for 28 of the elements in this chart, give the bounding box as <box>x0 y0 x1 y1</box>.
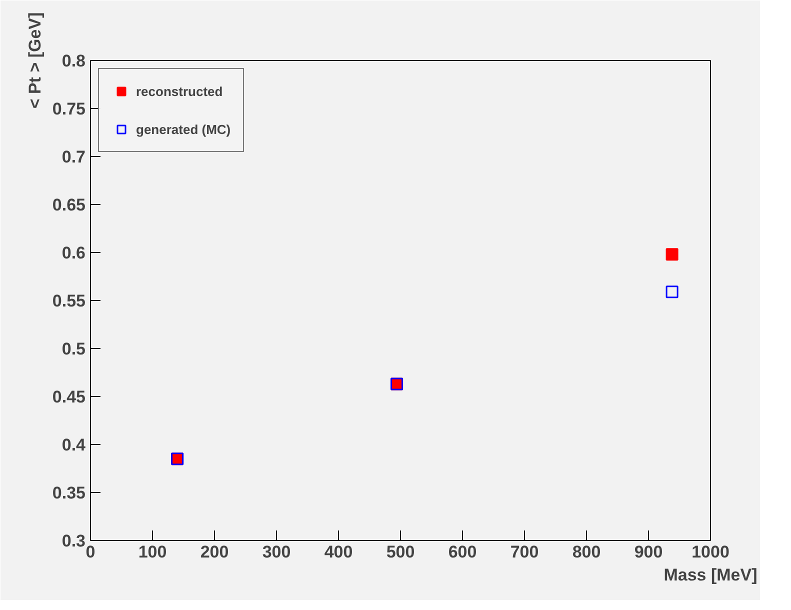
x-tick-label: 200 <box>200 542 229 562</box>
legend-label: generated (MC) <box>136 122 231 136</box>
x-tick-label: 800 <box>572 542 601 562</box>
x-tick-label: 500 <box>386 542 415 562</box>
point <box>666 286 678 298</box>
y-tick-label: 0.3 <box>62 532 86 550</box>
y-tick-label: 0.5 <box>62 340 86 358</box>
x-tick-label: 700 <box>510 542 539 562</box>
x-tick-label: 900 <box>634 542 663 562</box>
point <box>666 248 678 261</box>
y-axis-title: < Pt > [GeV] <box>25 12 44 109</box>
legend-label: reconstructed <box>136 84 223 98</box>
x-tick-label: 400 <box>324 542 353 562</box>
y-tick-label: 0.75 <box>52 100 86 118</box>
x-axis-title: Mass [MeV] <box>664 566 758 584</box>
y-tick-label: 0.8 <box>62 52 86 70</box>
x-tick-label: 600 <box>448 542 477 562</box>
y-tick-label: 0.55 <box>52 292 86 310</box>
y-tick-label: 0.45 <box>52 388 86 406</box>
x-tick-label: 1000 <box>692 542 730 562</box>
x-tick-label: 0 <box>86 542 96 562</box>
x-tick-label: 100 <box>138 542 167 562</box>
y-tick-label: 0.35 <box>52 484 86 502</box>
y-tick-label: 0.6 <box>62 244 86 262</box>
x-tick-label: 300 <box>262 542 291 562</box>
y-tick-label: 0.4 <box>62 436 86 454</box>
y-tick-label: 0.65 <box>52 196 86 214</box>
y-tick-label: 0.7 <box>62 148 86 166</box>
